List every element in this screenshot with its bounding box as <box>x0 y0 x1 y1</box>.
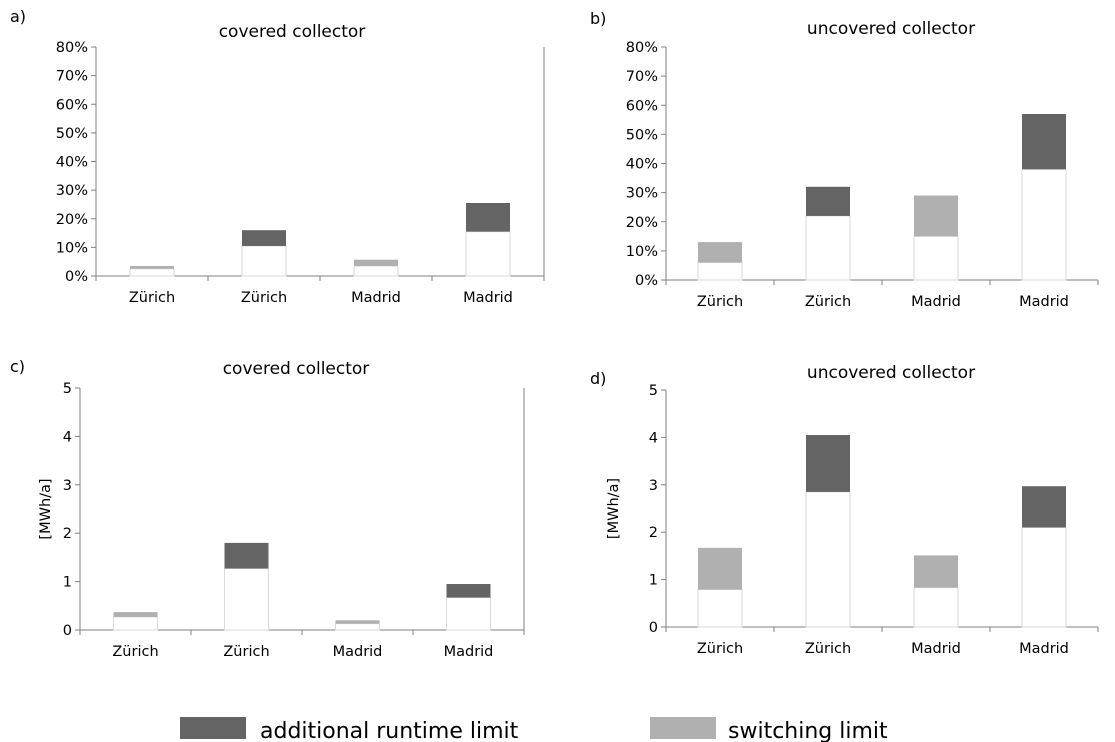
x-category-label: Zürich <box>697 294 743 310</box>
bar-segment-base <box>697 262 743 281</box>
bar-segment-runtime <box>466 203 510 232</box>
y-tick-label: 30% <box>56 183 88 199</box>
chart-panel-3: d) uncovered collector [MWh/a] 0 1 2 3 4 5 Zürich… <box>590 363 1099 657</box>
legend-label-switching: switching limit <box>728 719 888 742</box>
y-tick-label: 60% <box>56 97 88 113</box>
bar-segment-runtime <box>446 584 491 598</box>
y-tick-label: 0 <box>649 620 658 636</box>
bar-segment-switching <box>113 612 158 617</box>
y-tick-label: 1 <box>649 573 658 589</box>
panel-label: b) <box>590 9 606 28</box>
y-tick-label: 50% <box>626 127 658 143</box>
y-tick-label: 1 <box>63 575 72 591</box>
y-tick-label: 70% <box>626 69 658 85</box>
y-tick-label: 5 <box>63 381 72 397</box>
legend-label-runtime: additional runtime limit <box>260 719 519 742</box>
y-tick-label: 40% <box>626 157 658 173</box>
chart-panel-1: b) uncovered collector 0% 10% 20% 30% 40% 50% 60… <box>590 9 1099 310</box>
x-category-label: Zürich <box>241 290 287 306</box>
bar-segment-base <box>805 215 851 281</box>
bar-segment-runtime <box>224 542 269 569</box>
y-tick-label: 50% <box>56 126 88 142</box>
bar-segment-base <box>913 235 959 281</box>
bar-segment-base <box>113 616 158 631</box>
x-category-label: Zürich <box>223 644 269 660</box>
y-tick-label: 20% <box>56 212 88 228</box>
x-category-label: Madrid <box>463 290 513 306</box>
y-tick-label: 0 <box>63 623 72 639</box>
bar-segment-base <box>129 268 175 277</box>
x-category-label: Madrid <box>444 644 494 660</box>
y-tick-label: 10% <box>626 244 658 260</box>
bar-segment-switching <box>130 265 174 269</box>
bar-segment-base <box>353 265 399 277</box>
x-category-label: Madrid <box>1019 641 1069 657</box>
bar-segment-switching <box>698 242 742 263</box>
x-category-label: Madrid <box>351 290 401 306</box>
x-category-label: Madrid <box>1019 294 1069 310</box>
y-tick-label: 80% <box>56 40 88 56</box>
bar-segment-base <box>241 245 287 277</box>
bar-segment-base <box>446 597 491 631</box>
x-category-label: Zürich <box>805 294 851 310</box>
y-tick-label: 30% <box>626 186 658 202</box>
bar-segment-switching <box>335 620 380 624</box>
y-tick-label: 10% <box>56 240 88 256</box>
y-tick-label: 4 <box>63 429 72 445</box>
y-tick-label: 80% <box>626 40 658 56</box>
chart-panel-2: c) covered collector [MWh/a] 0 1 2 3 4 5 Zürich Zü… <box>10 357 525 660</box>
x-category-label: Zürich <box>697 641 743 657</box>
y-tick-label: 4 <box>649 430 658 446</box>
bar-segment-base <box>697 589 743 628</box>
y-tick-label: 40% <box>56 155 88 171</box>
bar-segment-base <box>1021 526 1067 628</box>
panel-label: c) <box>10 357 25 376</box>
x-category-label: Madrid <box>911 641 961 657</box>
bar-segment-switching <box>698 547 742 590</box>
y-tick-label: 70% <box>56 69 88 85</box>
y-tick-label: 0% <box>65 269 88 285</box>
y-tick-label: 20% <box>626 215 658 231</box>
legend-swatch-runtime <box>180 717 246 739</box>
bar-segment-base <box>913 587 959 628</box>
bar-segment-base <box>1021 168 1067 281</box>
x-category-label: Madrid <box>911 294 961 310</box>
bar-segment-switching <box>914 555 958 588</box>
x-category-label: Zürich <box>129 290 175 306</box>
y-tick-label: 3 <box>63 478 72 494</box>
bar-segment-runtime <box>806 435 850 492</box>
x-category-label: Zürich <box>112 644 158 660</box>
bar-segment-base <box>224 568 269 631</box>
chart-panel-0: a) covered collector 0% 10% 20% 30% 40% 50% 60% 7… <box>10 7 545 306</box>
chart-title: uncovered collector <box>807 363 975 383</box>
y-tick-label: 5 <box>649 383 658 399</box>
y-tick-label: 0% <box>635 273 658 289</box>
y-axis-label: [MWh/a] <box>606 478 622 539</box>
bar-segment-base <box>805 491 851 628</box>
bar-segment-base <box>335 623 380 631</box>
y-tick-label: 2 <box>649 525 658 541</box>
legend: additional runtime limit switching limit <box>180 717 888 742</box>
y-tick-label: 3 <box>649 478 658 494</box>
chart-title: covered collector <box>219 22 366 42</box>
y-axis-label: [MWh/a] <box>38 478 54 539</box>
bar-segment-runtime <box>1022 113 1066 170</box>
bar-segment-switching <box>914 195 958 237</box>
panel-label: d) <box>590 369 606 388</box>
x-category-label: Madrid <box>333 644 383 660</box>
bar-segment-runtime <box>1022 486 1066 528</box>
legend-swatch-switching <box>650 717 716 739</box>
bar-segment-runtime <box>806 186 850 216</box>
bar-segment-base <box>465 231 511 277</box>
y-tick-label: 60% <box>626 98 658 114</box>
panel-label: a) <box>10 7 26 26</box>
bar-segment-switching <box>354 259 398 266</box>
chart-title: uncovered collector <box>807 19 975 39</box>
bar-segment-runtime <box>242 230 286 246</box>
x-category-label: Zürich <box>805 641 851 657</box>
chart-title: covered collector <box>223 359 370 379</box>
y-tick-label: 2 <box>63 526 72 542</box>
